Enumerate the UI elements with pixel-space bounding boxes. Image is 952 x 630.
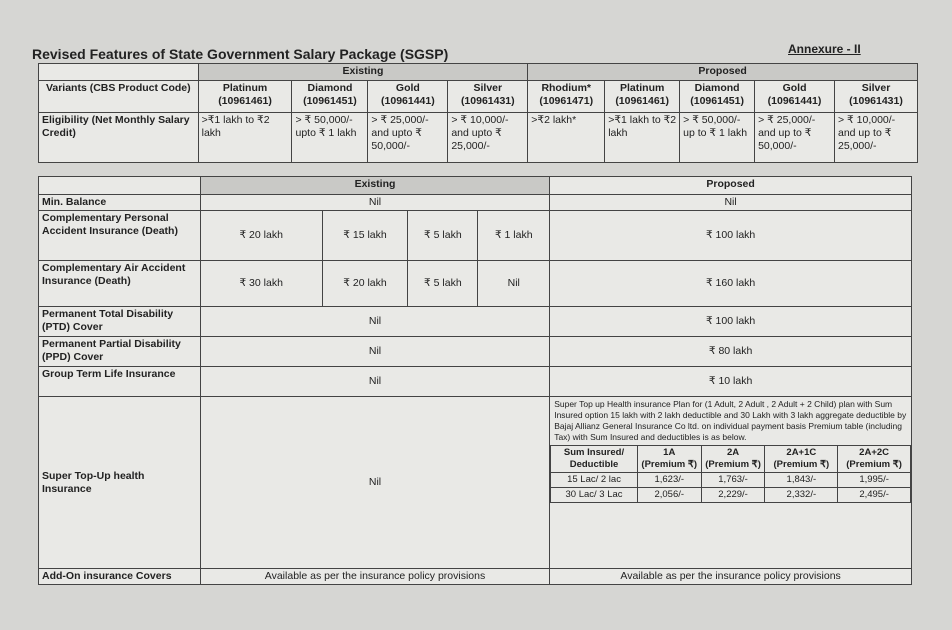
premium-cell: 2,229/- xyxy=(700,486,766,503)
row-label: Complementary Personal Accident Insuranc… xyxy=(38,210,201,262)
row-label: Permanent Partial Disability (PPD) Cover xyxy=(38,336,201,368)
existing-value: Nil xyxy=(199,396,551,570)
existing-value: Available as per the insurance policy pr… xyxy=(199,568,551,586)
proposed-value: Available as per the insurance policy pr… xyxy=(549,568,912,586)
variant-name: Silver (10961431) xyxy=(447,80,529,113)
variant-name: Diamond (10961451) xyxy=(291,80,369,113)
proposed-value: ₹ 160 lakh xyxy=(549,260,912,308)
variant-name: Gold (10961441) xyxy=(754,80,835,113)
premium-cell: 30 Lac/ 3 Lac xyxy=(550,486,638,503)
premium-header: 2A (Premium ₹) xyxy=(700,445,766,474)
existing-value: Nil xyxy=(199,306,551,338)
existing-value: Nil xyxy=(199,336,551,368)
premium-header: 2A+2C (Premium ₹) xyxy=(837,445,911,474)
premium-cell: 2,056/- xyxy=(636,486,702,503)
super-topup-proposed: Super Top up Health insurance Plan for (… xyxy=(549,396,912,570)
premium-cell: 1,995/- xyxy=(837,472,911,488)
existing-header: Existing xyxy=(197,63,529,81)
eligibility-value: >₹1 lakh to ₹2 lakh xyxy=(604,112,681,163)
eligibility-value: > ₹ 10,000/- and up to ₹ 25,000/- xyxy=(834,112,918,163)
existing-value: Nil xyxy=(477,260,551,308)
eligibility-label: Eligibility (Net Monthly Salary Credit) xyxy=(38,112,199,163)
variant-name: Gold (10961441) xyxy=(367,80,449,113)
eligibility-value: > ₹ 50,000/- upto ₹ 1 lakh xyxy=(291,112,369,163)
proposed-value: ₹ 100 lakh xyxy=(549,306,912,338)
variant-name: Silver (10961431) xyxy=(834,80,918,113)
premium-cell: 2,495/- xyxy=(837,486,911,503)
proposed-value: ₹ 100 lakh xyxy=(549,210,912,262)
variant-name: Platinum (10961461) xyxy=(197,80,293,113)
existing-value: Nil xyxy=(199,366,551,398)
variants-label: Variants (CBS Product Code) xyxy=(38,80,199,113)
premium-header: 2A+1C (Premium ₹) xyxy=(764,445,839,474)
premium-cell: 1,763/- xyxy=(700,472,766,488)
existing-value: ₹ 1 lakh xyxy=(477,210,551,262)
proposed-value: Nil xyxy=(549,193,912,212)
existing-value: ₹ 30 lakh xyxy=(199,260,323,308)
row-label: Add-On insurance Covers xyxy=(38,568,201,586)
premium-table: Sum Insured/ Deductible 1A (Premium ₹) 2… xyxy=(550,445,911,503)
variant-name: Rhodium* (10961471) xyxy=(527,80,606,113)
eligibility-value: > ₹ 25,000/- and upto ₹ 50,000/- xyxy=(367,112,449,163)
existing-value: ₹ 5 lakh xyxy=(407,210,479,262)
proposed-header: Proposed xyxy=(527,63,918,81)
blank-header xyxy=(38,63,199,81)
annexure-label: Annexure - II xyxy=(788,42,861,56)
existing-value: ₹ 5 lakh xyxy=(407,260,479,308)
eligibility-value: > ₹ 10,000/- and upto ₹ 25,000/- xyxy=(447,112,529,163)
row-label: Min. Balance xyxy=(38,193,201,212)
super-topup-note: Super Top up Health insurance Plan for (… xyxy=(554,399,907,443)
variant-name: Diamond (10961451) xyxy=(679,80,756,113)
existing-value: ₹ 20 lakh xyxy=(321,260,409,308)
existing-value: ₹ 15 lakh xyxy=(321,210,409,262)
row-label: Group Term Life Insurance xyxy=(38,366,201,398)
premium-row: 30 Lac/ 3 Lac 2,056/- 2,229/- 2,332/- 2,… xyxy=(550,486,911,503)
row-label: Permanent Total Disability (PTD) Cover xyxy=(38,306,201,338)
features-table: Existing Proposed Min. Balance Nil Nil C… xyxy=(38,176,912,586)
eligibility-value: > ₹ 50,000/- up to ₹ 1 lakh xyxy=(679,112,756,163)
existing-value: ₹ 20 lakh xyxy=(199,210,323,262)
row-label: Super Top-Up health Insurance xyxy=(38,396,201,570)
existing-value: Nil xyxy=(199,193,551,212)
premium-header: Sum Insured/ Deductible xyxy=(550,445,638,474)
existing-header: Existing xyxy=(199,176,551,195)
premium-header: 1A (Premium ₹) xyxy=(636,445,702,474)
eligibility-value: > ₹ 25,000/- and up to ₹ 50,000/- xyxy=(754,112,835,163)
premium-cell: 15 Lac/ 2 lac xyxy=(550,472,638,488)
variants-table: Existing Proposed Variants (CBS Product … xyxy=(38,63,918,163)
row-label: Complementary Air Accident Insurance (De… xyxy=(38,260,201,308)
premium-row: 15 Lac/ 2 lac 1,623/- 1,763/- 1,843/- 1,… xyxy=(550,472,911,488)
variant-name: Platinum (10961461) xyxy=(604,80,681,113)
premium-cell: 1,843/- xyxy=(764,472,839,488)
proposed-value: ₹ 10 lakh xyxy=(549,366,912,398)
eligibility-value: >₹1 lakh to ₹2 lakh xyxy=(197,112,293,163)
eligibility-value: >₹2 lakh* xyxy=(527,112,606,163)
blank-header xyxy=(38,176,201,195)
premium-cell: 1,623/- xyxy=(636,472,702,488)
proposed-value: ₹ 80 lakh xyxy=(549,336,912,368)
proposed-header: Proposed xyxy=(549,176,912,195)
premium-cell: 2,332/- xyxy=(764,486,839,503)
document-title: Revised Features of State Government Sal… xyxy=(32,46,449,62)
